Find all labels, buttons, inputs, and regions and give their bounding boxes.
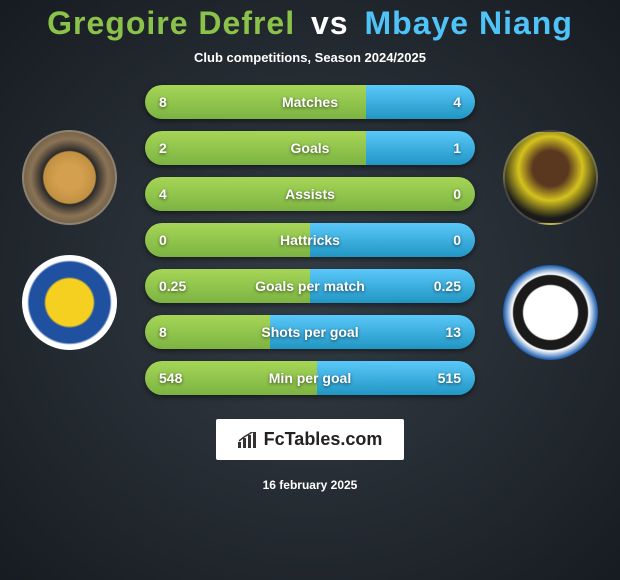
stat-label: Min per goal: [269, 370, 351, 386]
stat-row: 548 515 Min per goal: [145, 361, 475, 395]
branding-text: FcTables.com: [264, 429, 383, 450]
stat-label: Goals per match: [255, 278, 365, 294]
stat-value-left: 8: [159, 94, 167, 110]
subtitle: Club competitions, Season 2024/2025: [194, 50, 426, 65]
stat-label: Assists: [285, 186, 335, 202]
date-label: 16 february 2025: [263, 478, 358, 492]
branding-badge: FcTables.com: [216, 419, 405, 460]
player1-name: Gregoire Defrel: [47, 5, 295, 41]
comparison-title: Gregoire Defrel vs Mbaye Niang: [47, 5, 573, 42]
stat-row: 0.25 0.25 Goals per match: [145, 269, 475, 303]
stat-label: Hattricks: [280, 232, 340, 248]
player2-club-logo: [503, 265, 598, 360]
stat-value-left: 8: [159, 324, 167, 340]
stat-row: 0 0 Hattricks: [145, 223, 475, 257]
player1-club-logo: [22, 255, 117, 350]
stat-value-right: 515: [438, 370, 461, 386]
stat-label: Shots per goal: [261, 324, 358, 340]
stat-value-right: 1: [453, 140, 461, 156]
stat-row: 2 1 Goals: [145, 131, 475, 165]
player2-avatar: [503, 130, 598, 225]
stat-row: 4 0 Assists: [145, 177, 475, 211]
stat-value-left: 0: [159, 232, 167, 248]
stat-value-right: 0.25: [434, 278, 461, 294]
stat-value-left: 548: [159, 370, 182, 386]
player2-name: Mbaye Niang: [364, 5, 572, 41]
stat-value-left: 4: [159, 186, 167, 202]
stat-value-left: 2: [159, 140, 167, 156]
stat-bar-left: [145, 131, 366, 165]
stat-row: 8 13 Shots per goal: [145, 315, 475, 349]
stat-value-right: 0: [453, 186, 461, 202]
player1-avatar: [22, 130, 117, 225]
stat-value-right: 0: [453, 232, 461, 248]
chart-icon: [238, 432, 258, 448]
stat-label: Matches: [282, 94, 338, 110]
stat-row: 8 4 Matches: [145, 85, 475, 119]
stat-value-left: 0.25: [159, 278, 186, 294]
stat-value-right: 13: [445, 324, 461, 340]
stat-value-right: 4: [453, 94, 461, 110]
stat-label: Goals: [291, 140, 330, 156]
vs-text: vs: [311, 5, 349, 41]
stats-list: 8 4 Matches 2 1 Goals 4 0 Assists 0 0 Hattricks 0.25…: [145, 85, 475, 395]
